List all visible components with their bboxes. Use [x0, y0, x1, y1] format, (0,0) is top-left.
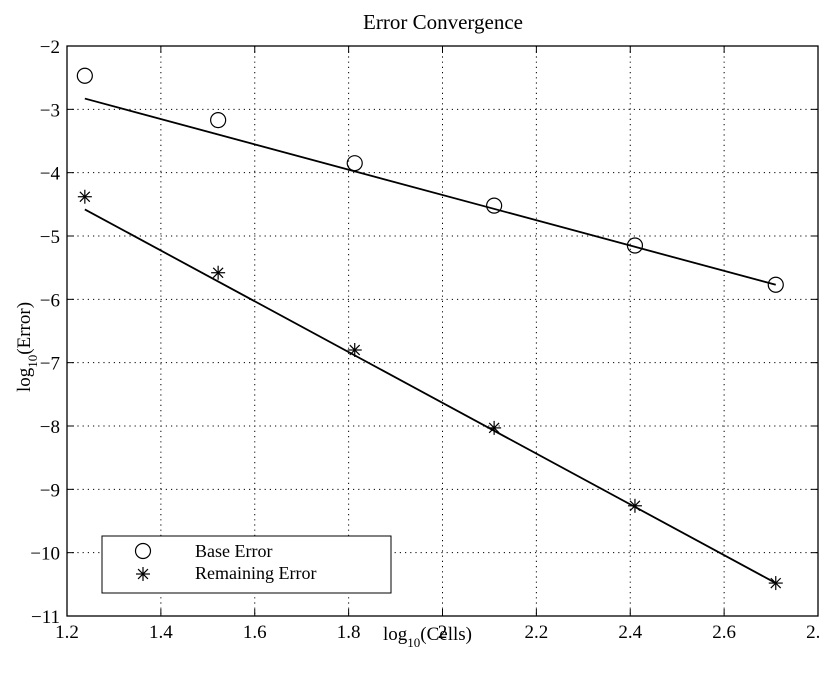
x-axis-label-rest: (Cells)	[420, 624, 472, 645]
legend-label-remaining-error: Remaining Error	[195, 563, 316, 583]
remaining-error-fit-line	[84, 208, 777, 584]
grid-lines	[67, 46, 818, 616]
y-tick-label: −3	[40, 100, 60, 121]
base-error-point	[210, 111, 227, 129]
y-axis-label-rest: (Error)	[14, 302, 35, 355]
y-tick-label: −10	[30, 544, 60, 565]
y-tick-label: −9	[40, 480, 60, 501]
remaining-error-point	[77, 189, 92, 204]
y-axis-label-base: log	[14, 367, 35, 392]
x-tick-label: 2.4	[618, 622, 642, 643]
x-tick-label: 2.8	[806, 622, 819, 643]
remaining-error-point	[487, 420, 502, 435]
remaining-error-point	[211, 265, 226, 280]
y-tick-label: −7	[40, 354, 60, 375]
y-tick-label: −11	[31, 607, 60, 628]
y-tick-label: −8	[40, 417, 60, 438]
base-error-point	[346, 155, 363, 172]
base-error-point	[486, 197, 503, 214]
legend-label-base-error: Base Error	[195, 541, 272, 561]
y-tick-label: −2	[40, 37, 60, 58]
x-tick-label: 1.4	[149, 622, 173, 643]
x-tick-label: 2	[438, 622, 448, 643]
remaining-error-point	[347, 343, 362, 357]
legend-circle-marker	[134, 542, 152, 560]
remaining-error-point	[768, 576, 783, 591]
base-error-point	[767, 276, 784, 293]
chart-title: Error Convergence	[363, 10, 523, 34]
x-tick-label: 1.2	[55, 622, 79, 643]
y-tick-labels: −11 −10 −9 −8 −7 −6 −5 −4 −3 −2	[30, 37, 60, 628]
base-error-point	[626, 237, 644, 254]
x-tick-label: 2.2	[525, 622, 549, 643]
legend-asterisk-marker	[136, 567, 150, 581]
plot-frame	[66, 45, 819, 617]
x-tick-label: 1.6	[243, 622, 267, 643]
y-axis-label-sub: 10	[25, 355, 40, 368]
base-error-point	[76, 67, 93, 84]
y-tick-label: −5	[40, 227, 60, 248]
x-tick-label: 1.8	[337, 622, 361, 643]
x-axis-label-sub: 10	[407, 635, 420, 650]
data-markers	[76, 67, 784, 591]
x-axis-label-base: log	[383, 624, 408, 645]
y-tick-label: −4	[40, 164, 61, 185]
fit-lines	[84, 97, 777, 584]
base-error-fit-line	[84, 97, 776, 286]
y-axis-label: log10(Error)	[14, 302, 40, 392]
legend: Base Error Remaining Error	[101, 535, 392, 594]
remaining-error-point	[627, 498, 642, 513]
x-tick-labels: 1.2 1.4 1.6 1.8 2 2.2 2.4 2.6 2.8	[55, 622, 819, 643]
legend-box	[101, 535, 392, 594]
x-tick-label: 2.6	[712, 622, 736, 643]
y-tick-label: −6	[40, 290, 60, 311]
x-axis-label: log10(Cells)	[383, 624, 472, 650]
